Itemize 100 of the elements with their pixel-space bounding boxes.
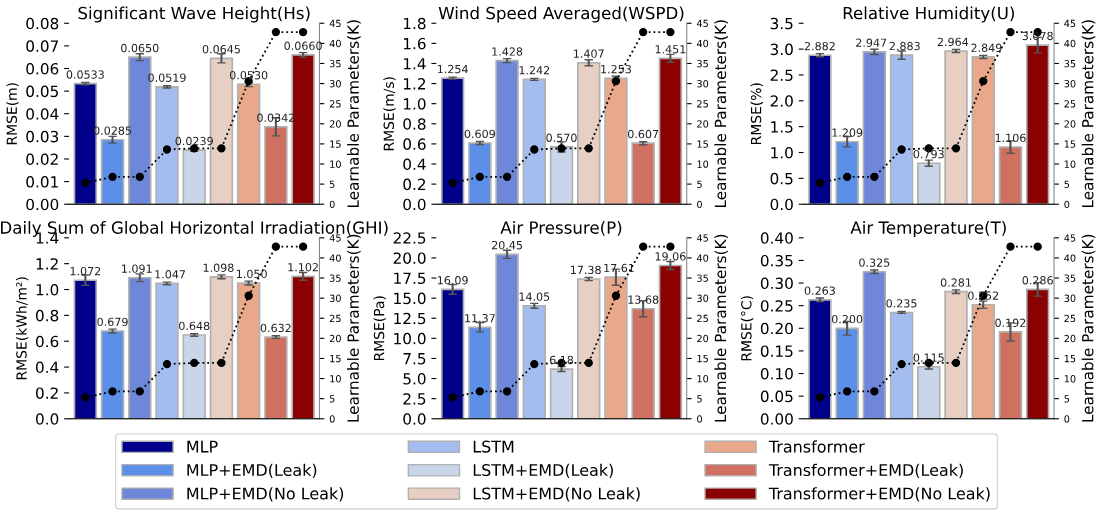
data-label: 17.61 [604, 263, 634, 273]
text: 15.0 [394, 292, 426, 305]
chart-title: Relative Humidity(U) [843, 6, 1015, 23]
y2-axis-title: Learnable Parameters(K) [1081, 234, 1096, 422]
chart-title: Air Pressure(P) [500, 220, 622, 236]
point [639, 242, 648, 251]
data-label: 0.235 [886, 299, 917, 308]
y-tick-label: 17.5 [394, 272, 426, 285]
y2-tick-label: 45 [329, 19, 341, 28]
data-label: 0.0533 [66, 70, 104, 79]
data-label: 0.679 [97, 317, 128, 327]
y-tick-label: 0.8 [35, 309, 59, 322]
y2-tick-label: 10 [330, 375, 341, 383]
y2-tick-label: 0 [697, 415, 702, 423]
text: 20.0 [393, 252, 426, 264]
data-label: 1.098 [203, 263, 234, 272]
data-label: 0.281 [940, 278, 971, 287]
text: 1.0 [36, 283, 59, 296]
data-label: 2.964 [937, 37, 969, 47]
data-label: 0.200 [831, 314, 863, 324]
legend-label: Transformer+EMD(No Leak) [768, 487, 990, 502]
legend-label: Transformer+EMD(Leak) [768, 463, 963, 478]
point [135, 172, 144, 182]
y2-tick-label: 25 [697, 100, 708, 108]
text: 0.20 [760, 322, 793, 335]
y-axis-title: RMSE(kWh/m²) [15, 277, 29, 380]
y2-tick-label: 20 [329, 334, 341, 343]
y-tick-label: 0.15 [760, 345, 793, 357]
y2-tick-label: 10 [697, 375, 709, 383]
y-tick-label: 0.6 [403, 138, 426, 150]
data-label: 1.407 [574, 49, 604, 58]
y-tick-label: 2.5 [403, 393, 426, 405]
y2-tick-label: 40 [329, 254, 341, 262]
y2-tick-label: 25 [1064, 314, 1076, 323]
point [162, 359, 172, 369]
text: 0.0 [770, 198, 793, 211]
y2-tick-label: 35 [329, 274, 341, 282]
y2-tick-label: 15 [330, 140, 341, 148]
y2-tick-label: 30 [329, 294, 341, 302]
point [81, 393, 90, 402]
data-label: 2.883 [889, 41, 920, 51]
y-axis-title: RMSE(%) [750, 83, 763, 145]
data-label: 1.106 [995, 133, 1026, 143]
point [666, 27, 675, 37]
y2-tick-label: 35 [1064, 59, 1076, 68]
point [162, 145, 172, 154]
legend-label: MLP [187, 440, 218, 453]
point [979, 77, 988, 86]
point [611, 77, 621, 86]
y-tick-label: 1.4 [403, 58, 426, 70]
point [108, 172, 117, 182]
point [271, 27, 281, 37]
point [502, 387, 512, 396]
y-tick-label: 0.01 [26, 176, 58, 188]
y2-tick-label: 5 [1064, 395, 1070, 403]
y2-tick-label: 45 [696, 19, 708, 28]
y2-tick-label: 0 [1064, 200, 1070, 209]
data-label: 1.102 [288, 263, 318, 272]
y-tick-label: 0.05 [26, 85, 58, 98]
y-tick-label: 0.08 [26, 17, 59, 30]
point [217, 144, 226, 153]
point [530, 145, 539, 154]
text: 0.0 [403, 413, 426, 425]
y-tick-label: 3.5 [770, 17, 793, 30]
y2-tick-label: 35 [697, 274, 708, 282]
data-label: 1.050 [236, 269, 267, 279]
text: 1.0 [771, 146, 793, 159]
data-label: 1.242 [519, 66, 550, 75]
data-label: 1.428 [492, 47, 523, 56]
text: 0.0 [403, 198, 426, 211]
data-label: 20.45 [491, 240, 522, 250]
y2-tick-label: 10 [330, 160, 341, 168]
data-label: 2.849 [971, 43, 1002, 52]
data-label: 0.115 [913, 353, 944, 362]
text: 0.00 [26, 198, 59, 211]
y-tick-label: 0.06 [26, 62, 59, 75]
y2-tick-label: 20 [1064, 120, 1076, 128]
y2-tick-label: 5 [697, 395, 702, 403]
y-tick-label: 7.5 [403, 353, 426, 365]
legend-label: MLP+EMD(No Leak) [187, 487, 344, 502]
data-label: 1.047 [155, 270, 185, 279]
point [639, 27, 648, 37]
text: 0.40 [760, 232, 793, 244]
point [842, 387, 852, 396]
point [244, 291, 253, 300]
data-label: 1.072 [70, 266, 101, 276]
y-tick-label: 0.6 [35, 335, 59, 348]
legend-label: LSTM+EMD(Leak) [473, 463, 613, 478]
point [870, 387, 879, 396]
y-axis-title: RMSE(Pa) [373, 296, 386, 361]
y2-tick-label: 0 [697, 200, 702, 209]
y-tick-label: 1.2 [36, 258, 58, 270]
point [190, 358, 199, 368]
point [530, 359, 539, 369]
data-label: 0.648 [179, 321, 210, 331]
chart-title: Air Temperature(T) [850, 220, 1006, 238]
y-tick-label: 0.4 [403, 158, 426, 171]
y2-tick-label: 15 [1064, 355, 1076, 363]
y-tick-label: 0.35 [760, 254, 793, 267]
y-tick-label: 1.6 [403, 37, 426, 50]
